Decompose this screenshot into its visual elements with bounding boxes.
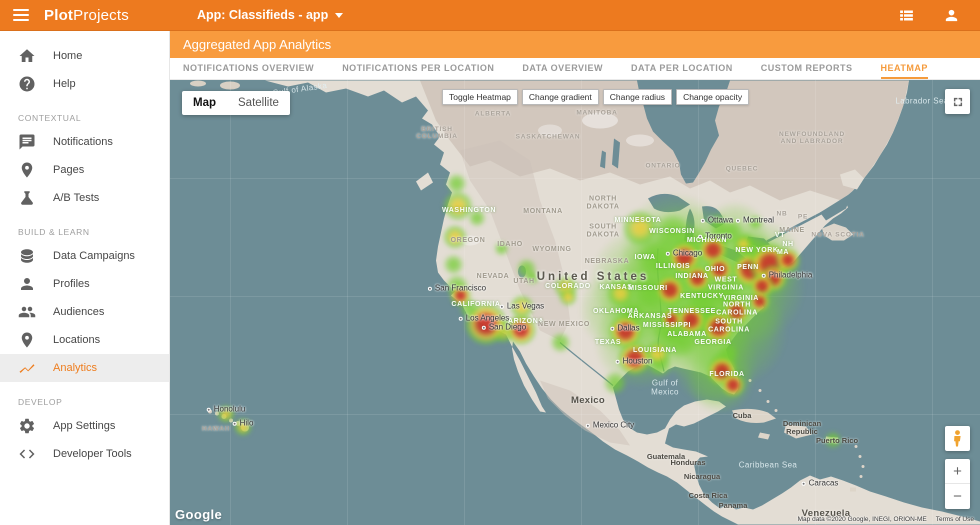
tab-bar: NOTIFICATIONS OVERVIEW NOTIFICATIONS PER … (170, 58, 980, 80)
help-icon (18, 75, 36, 93)
sidebar-item-locations[interactable]: Locations (0, 326, 169, 354)
sidebar-item-label: Audiences (53, 306, 105, 318)
sidebar-item-developer-tools[interactable]: Developer Tools (0, 440, 169, 468)
map-type-satellite-button[interactable]: Satellite (238, 97, 279, 109)
google-logo[interactable]: Google (175, 507, 223, 522)
map-type-map-button[interactable]: Map (193, 97, 216, 109)
tab-notifications-per-location[interactable]: NOTIFICATIONS PER LOCATION (342, 62, 495, 73)
chevron-down-icon (335, 12, 344, 18)
section-header-develop: DEVELOP (18, 397, 63, 407)
sidebar-item-analytics[interactable]: Analytics (0, 354, 169, 382)
sidebar-item-a-b-tests[interactable]: A/B Tests (0, 184, 169, 212)
tab-heatmap[interactable]: HEATMAP (880, 58, 928, 79)
sidebar-item-home[interactable]: Home (0, 42, 169, 70)
brand-logo[interactable]: PlotProjects (44, 7, 129, 24)
tab-notifications-overview[interactable]: NOTIFICATIONS OVERVIEW (183, 62, 315, 73)
sidebar-item-label: A/B Tests (53, 192, 100, 204)
account-icon[interactable] (943, 7, 960, 24)
zoom-out-button[interactable]: − (953, 488, 962, 505)
sidebar-item-audiences[interactable]: Audiences (0, 298, 169, 326)
sidebar-item-app-settings[interactable]: App Settings (0, 412, 169, 440)
fullscreen-button[interactable] (945, 89, 970, 114)
map-canvas[interactable]: United States WASHINGTON MINNESOTA IOWA WISC… (170, 80, 980, 525)
science-icon (18, 189, 36, 207)
page-header: Aggregated App Analytics (170, 30, 980, 58)
sidebar-item-label: Pages (53, 164, 85, 176)
sidebar-item-help[interactable]: Help (0, 70, 169, 98)
zoom-control: + − (945, 459, 970, 509)
brand-bold: Plot (44, 6, 74, 24)
page-title: Aggregated App Analytics (183, 36, 332, 52)
street-view-pegman[interactable] (945, 426, 970, 451)
section-header-build-learn: BUILD & LEARN (18, 227, 90, 237)
trending-icon (18, 359, 36, 377)
brand-rest: Projects (73, 6, 129, 24)
app-selector[interactable]: App: Classifieds - app (196, 8, 344, 22)
layers-icon (18, 247, 36, 265)
tab-data-per-location[interactable]: DATA PER LOCATION (631, 62, 733, 73)
app-selector-label: App: Classifieds - app (196, 8, 329, 22)
sidebar-item-label: Locations (53, 334, 101, 346)
map-terrain (170, 80, 980, 525)
code-icon (18, 445, 36, 463)
attribution-text: Map data ©2020 Google, INEGI, ORION-ME (797, 516, 927, 523)
place-icon (18, 161, 36, 179)
gear-icon (18, 417, 36, 435)
group-icon (18, 303, 36, 321)
terms-of-use-link[interactable]: Terms of Use (935, 516, 974, 523)
sidebar-item-label: Data Campaigns (53, 250, 135, 262)
toggle-heatmap-button[interactable]: Toggle Heatmap (442, 89, 518, 105)
sidebar-item-profiles[interactable]: Profiles (0, 270, 169, 298)
sidebar-item-data-campaigns[interactable]: Data Campaigns (0, 242, 169, 270)
place-icon (18, 331, 36, 349)
change-gradient-button[interactable]: Change gradient (521, 89, 599, 105)
pegman-icon (954, 430, 961, 447)
heatmap-controls: Toggle Heatmap Change gradient Change radi… (442, 89, 750, 105)
change-opacity-button[interactable]: Change opacity (676, 89, 750, 105)
sidebar-item-label: Profiles (53, 278, 90, 290)
map-type-control: Map Satellite (182, 91, 290, 115)
top-app-bar: PlotProjects App: Classifieds - app (0, 0, 980, 31)
tab-custom-reports[interactable]: CUSTOM REPORTS (760, 62, 853, 73)
view-list-icon[interactable] (898, 7, 915, 24)
sidebar-item-pages[interactable]: Pages (0, 156, 169, 184)
sidebar-nav: Home Help CONTEXTUAL Notifications Pages A/B … (0, 30, 170, 525)
sidebar-item-label: Home (53, 50, 83, 62)
fullscreen-icon (953, 97, 962, 106)
chat-icon (18, 133, 36, 151)
change-radius-button[interactable]: Change radius (602, 89, 673, 105)
sidebar-item-label: App Settings (53, 420, 116, 432)
sidebar-item-notifications[interactable]: Notifications (0, 128, 169, 156)
sidebar-item-label: Help (53, 78, 76, 90)
zoom-in-button[interactable]: + (945, 459, 970, 484)
sidebar-item-label: Notifications (53, 136, 113, 148)
map-attribution: Map data ©2020 Google, INEGI, ORION-ME T… (798, 516, 974, 523)
person-icon (18, 275, 36, 293)
sidebar-item-label: Developer Tools (53, 448, 132, 460)
tab-data-overview[interactable]: DATA OVERVIEW (522, 62, 604, 73)
section-header-contextual: CONTEXTUAL (18, 113, 82, 123)
sidebar-item-label: Analytics (53, 362, 98, 374)
home-icon (18, 47, 36, 65)
hamburger-menu-icon[interactable] (13, 6, 29, 24)
